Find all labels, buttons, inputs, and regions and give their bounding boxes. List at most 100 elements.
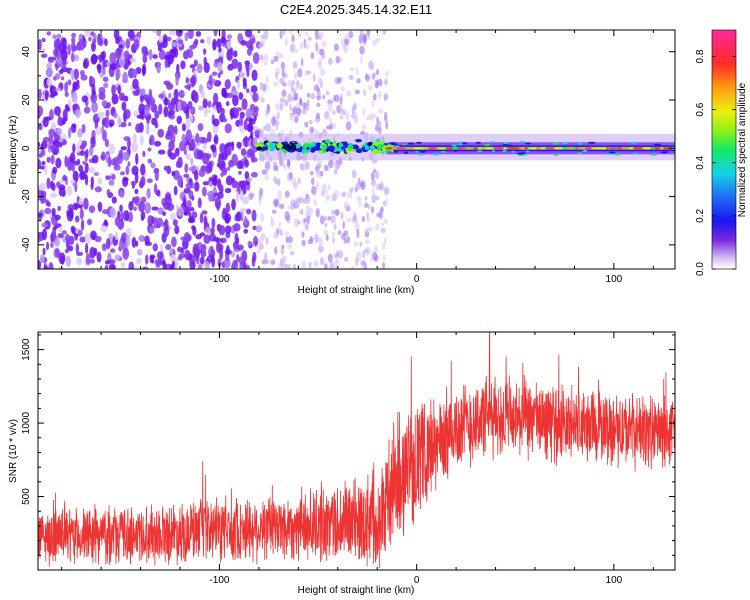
spectrogram-noise-cell [370,179,376,187]
spectrogram-noise-cell [315,30,318,35]
spectrogram-noise-cell [71,37,76,43]
spectrogram-noise-cell [360,260,366,266]
spectrogram-noise-cell [81,95,88,103]
spectrogram-x-tick-label: 100 [606,274,623,285]
spectrogram-noise-cell [190,76,196,88]
spectrogram-peak-cell [485,147,495,150]
spectrogram-noise-cell [360,180,366,191]
spectrogram-noise-cell [38,105,44,117]
spectrogram-noise-cell [158,149,166,155]
spectrogram-noise-cell [58,69,64,75]
spectrogram-noise-cell [292,263,297,269]
spectrogram-noise-cell [203,62,210,74]
spectrogram-noise-cell [151,30,158,34]
spectrogram-noise-cell [382,261,386,269]
spectrogram-noise-cell [235,107,243,112]
spectrogram-noise-cell [69,152,76,164]
spectrogram-noise-cell [50,241,54,248]
spectrogram-noise-cell [52,166,58,175]
spectrogram-noise-cell [125,165,130,176]
figure-title: C2E4.2025.345.14.32.E11 [280,2,432,17]
spectrogram-noise-cell [62,109,68,120]
spectrogram-noise-cell [239,190,244,201]
spectrogram-noise-cell [332,236,335,244]
spectrogram-noise-cell [164,55,172,61]
spectrogram-noise-cell [231,153,238,166]
spectrogram-noise-cell [93,172,100,177]
spectrogram-peak-cell [427,147,437,150]
spectrogram-noise-cell [111,84,116,96]
spectrogram-signal-cell [553,153,558,156]
spectrogram-noise-cell [317,60,323,70]
spectrogram-noise-cell [39,253,45,264]
spectrogram-noise-cell [377,78,383,87]
spectrogram-noise-cell [48,128,56,138]
spectrogram-noise-cell [327,216,332,221]
spectrogram-noise-cell [154,258,162,266]
spectrogram-noise-cell [54,248,60,258]
spectrogram-peak-cell [385,147,394,150]
spectrogram-noise-cell [252,251,257,262]
spectrogram-noise-cell [80,219,85,231]
spectrogram-noise-cell [118,44,124,49]
spectrogram-noise-cell [286,158,291,167]
spectrogram-noise-cell [111,196,117,204]
spectrogram-signal-cell [418,153,423,156]
spectrogram-noise-cell [365,116,371,121]
spectrogram-noise-cell [207,248,212,255]
spectrogram-noise-cell [142,53,148,64]
spectrogram-noise-cell [250,171,258,178]
spectrogram-noise-cell [237,79,241,90]
spectrogram-noise-cell [176,246,183,253]
spectrogram-noise-cell [317,46,321,55]
spectrogram-noise-cell [293,180,299,190]
spectrogram-noise-cell [185,129,192,142]
spectrogram-signal-cell [407,142,415,145]
spectrogram-noise-cell [346,217,352,223]
spectrogram-noise-cell [185,77,190,84]
spectrogram-noise-cell [225,175,233,186]
spectrogram-noise-cell [109,62,117,71]
spectrogram-noise-cell [184,249,191,261]
spectrogram-noise-cell [143,50,150,56]
spectrogram-noise-cell [73,54,80,62]
spectrogram-noise-cell [382,254,386,261]
snr-y-tick-label: 1500 [21,338,32,361]
spectrogram-noise-cell [42,196,47,204]
spectrogram-noise-cell [346,90,352,97]
spectrogram-noise-cell [70,123,77,134]
spectrogram-noise-cell [146,115,150,125]
spectrogram-peak-cell [437,147,446,150]
spectrogram-noise-cell [108,179,115,186]
spectrogram-noise-cell [190,157,194,166]
spectrogram-noise-cell [61,230,67,235]
spectrogram-y-label: Frequency (Hz) [8,116,19,185]
spectrogram-noise-cell [84,233,91,245]
spectrogram-noise-cell [72,182,77,187]
spectrogram-peak-cell [458,147,466,150]
spectrogram-noise-cell [111,174,116,181]
spectrogram-noise-cell [334,259,338,268]
spectrogram-noise-cell [339,115,344,120]
spectrogram-noise-cell [221,87,227,93]
spectrogram-noise-cell [289,104,292,111]
spectrogram-noise-cell [302,198,306,204]
spectrogram-noise-cell [46,78,53,87]
spectrogram-noise-cell [373,168,377,173]
spectrogram-noise-cell [201,137,206,144]
spectrogram-noise-cell [151,117,158,126]
spectrogram-noise-cell [64,81,69,93]
spectrogram-noise-cell [299,163,304,171]
spectrogram-noise-cell [106,175,112,180]
spectrogram-noise-cell [302,102,307,110]
spectrogram-noise-cell [152,243,159,252]
spectrogram-noise-cell [90,31,95,37]
spectrogram-noise-cell [251,157,258,163]
spectrogram-noise-cell [260,232,266,240]
spectrogram-noise-cell [340,212,344,220]
spectrogram-noise-cell [79,70,85,76]
spectrogram-noise-cell [132,133,137,144]
spectrogram-noise-cell [310,92,315,100]
spectrogram-noise-cell [336,77,342,84]
snr-plot-area [38,332,675,569]
